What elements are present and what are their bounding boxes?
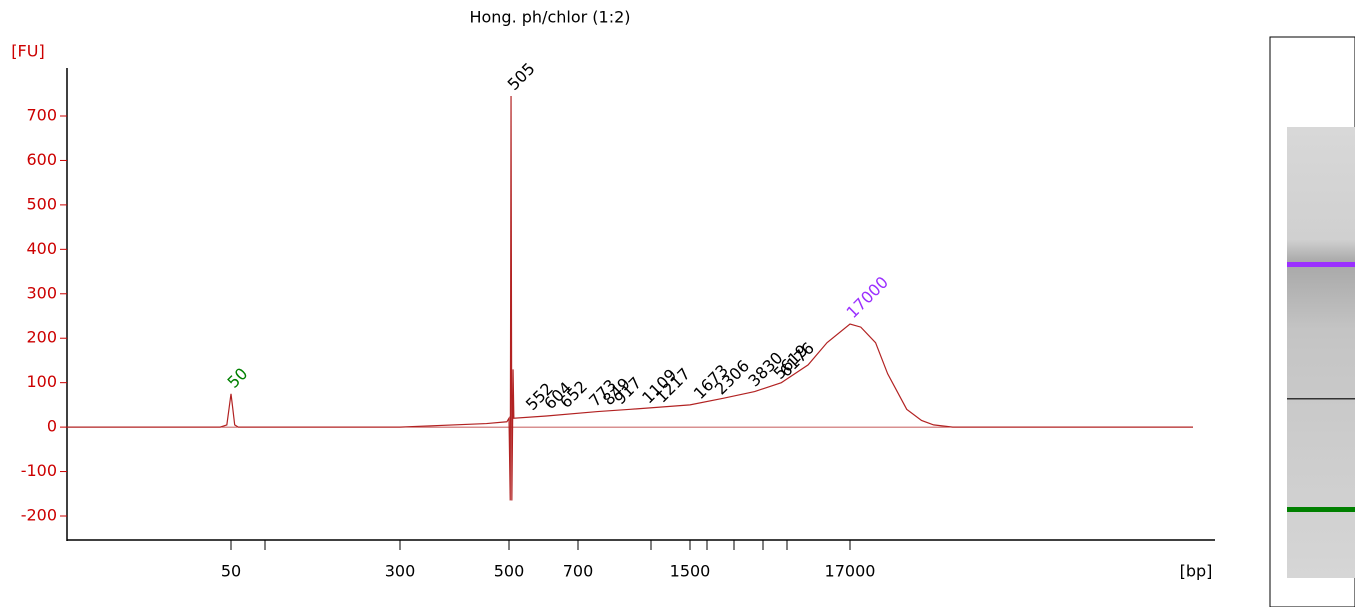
minor-ticks <box>264 540 788 550</box>
gel-lane <box>1269 36 1355 607</box>
peak-label: 6176 <box>776 338 818 380</box>
gel-band <box>1287 262 1355 267</box>
y-tick-label: 700 <box>26 106 57 125</box>
y-tick-label: -100 <box>21 461 57 480</box>
peak-label: 1217 <box>652 364 694 406</box>
gel-band <box>1287 507 1355 512</box>
y-tick-label: 100 <box>26 372 57 391</box>
x-tick-label: 17000 <box>825 562 876 581</box>
y-tick-label: 200 <box>26 328 57 347</box>
gel-background <box>1287 127 1355 578</box>
y-tick-label: 0 <box>47 417 57 436</box>
x-tick-label: 500 <box>494 562 525 581</box>
y-tick-label: 300 <box>26 283 57 302</box>
chart-title: Hong. ph/chlor (1:2) <box>469 8 630 27</box>
y-tick-label: 600 <box>26 150 57 169</box>
x-tick-label: 300 <box>385 562 416 581</box>
gel-band <box>1287 398 1355 400</box>
x-tick-label: 1500 <box>670 562 711 581</box>
peak-label: 505 <box>504 59 539 94</box>
peak-label: 17000 <box>843 273 892 322</box>
trace <box>67 95 1193 501</box>
y-tick-label: 500 <box>26 194 57 213</box>
x-tick-label: 50 <box>221 562 241 581</box>
x-axis-label: [bp] <box>1180 562 1213 581</box>
y-tick-label: -200 <box>21 506 57 525</box>
x-tick-label: 700 <box>563 562 594 581</box>
y-axis-label: [FU] <box>11 42 44 61</box>
y-tick-label: 400 <box>26 239 57 258</box>
peak-label: 50 <box>224 364 252 392</box>
